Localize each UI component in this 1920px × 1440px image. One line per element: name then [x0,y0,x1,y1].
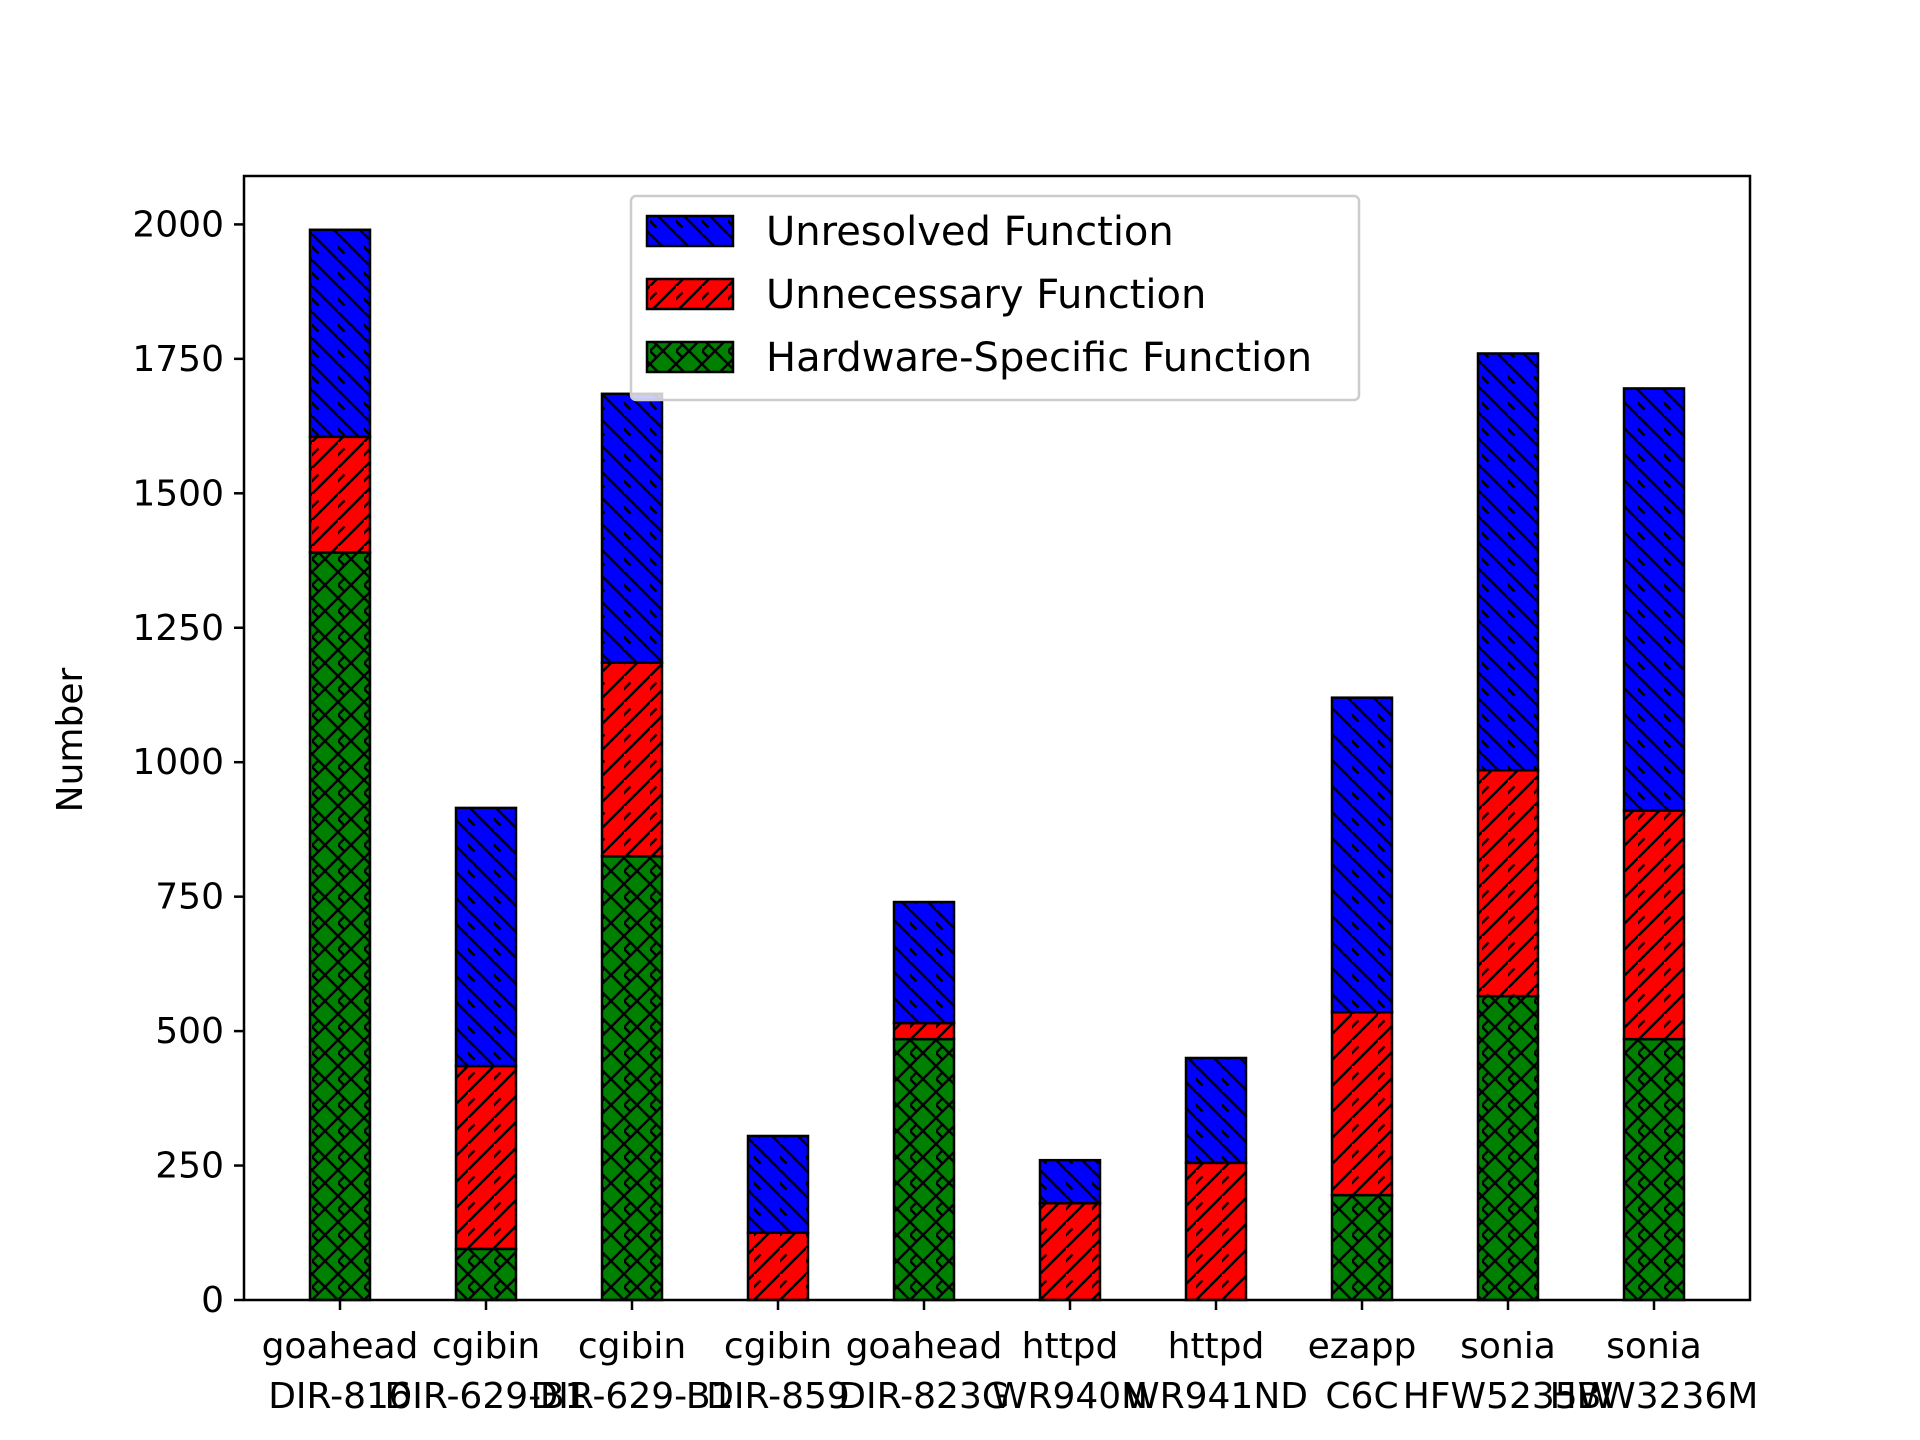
bar-unresolved-function-1 [454,806,518,1068]
x-tick-label: httpd WR940N [992,1326,1148,1417]
x-tick-label: goahead DIR-816 [262,1326,419,1417]
y-tick-label: 0 [201,1280,224,1321]
bars-layer [308,228,1686,1302]
bar-hardware-specific-function-0 [308,551,372,1302]
bar-unresolved-function-0 [308,228,372,439]
legend-item-unresolved-function: Unresolved Function [645,209,1174,255]
x-tick-label: sonia HFW5235W [1403,1326,1614,1417]
legend-item-hardware-specific-function: Hardware-Specific Function [645,335,1312,381]
bar-unnecessary-function-5 [1038,1201,1102,1302]
bar-unnecessary-function-9 [1622,809,1686,1041]
bar-unresolved-function-9 [1622,387,1686,812]
x-tick-label: ezapp C6C [1308,1326,1417,1417]
y-tick-label: 1500 [132,473,224,514]
bar-unresolved-function-5 [1038,1158,1102,1205]
bar-hardware-specific-function-7 [1330,1193,1394,1302]
x-tick-label: sonia HBW3236M [1550,1326,1759,1417]
bar-unresolved-function-3 [746,1134,810,1235]
bar-unresolved-function-7 [1330,696,1394,1014]
x-tick-label: goahead DIR-823G [838,1326,1010,1417]
legend-label: Hardware-Specific Function [766,335,1312,381]
bar-hardware-specific-function-4 [892,1037,956,1302]
y-tick-label: 2000 [132,204,224,245]
bar-hardware-specific-function-1 [454,1247,518,1302]
legend-label: Unnecessary Function [766,272,1206,318]
bar-unnecessary-function-4 [892,1021,956,1041]
bar-unnecessary-function-2 [600,661,664,858]
bar-unnecessary-function-8 [1476,769,1540,998]
y-tick-label: 1250 [132,608,224,649]
y-tick-label: 750 [155,877,224,918]
bar-unnecessary-function-0 [308,435,372,554]
x-tick-label: httpd WR941ND [1124,1326,1308,1417]
y-axis: 0 250 500 750 1000 1250 1500 1750 2000 [132,204,244,1321]
y-tick-label: 1000 [132,742,224,783]
bar-unnecessary-function-1 [454,1064,518,1251]
legend-item-unnecessary-function: Unnecessary Function [645,272,1206,318]
bar-unresolved-function-4 [892,900,956,1025]
x-tick-label: cgibin DIR-859 [706,1326,850,1417]
y-axis-label: Number [50,667,91,812]
legend: Unresolved Function Unnecessary Function H… [629,194,1361,402]
y-tick-label: 250 [155,1146,224,1187]
bar-hardware-specific-function-8 [1476,994,1540,1302]
bar-unresolved-function-6 [1184,1056,1248,1165]
bar-hardware-specific-function-2 [600,855,664,1302]
bar-unnecessary-function-6 [1184,1161,1248,1302]
x-tick-label: cgibin DIR-629-B1 [385,1326,588,1417]
bar-unnecessary-function-3 [746,1231,810,1302]
y-tick-label: 500 [155,1011,224,1052]
legend-label: Unresolved Function [766,209,1174,255]
bar-unresolved-function-2 [600,392,664,664]
bar-hardware-specific-function-9 [1622,1037,1686,1302]
legend-frame [629,194,1361,402]
y-tick-label: 1750 [132,339,224,380]
bar-unresolved-function-8 [1476,352,1540,772]
plot-frame [242,174,1752,1302]
bar-unnecessary-function-7 [1330,1011,1394,1197]
x-tick-label: cgibin DIR-629-B1 [531,1326,734,1417]
